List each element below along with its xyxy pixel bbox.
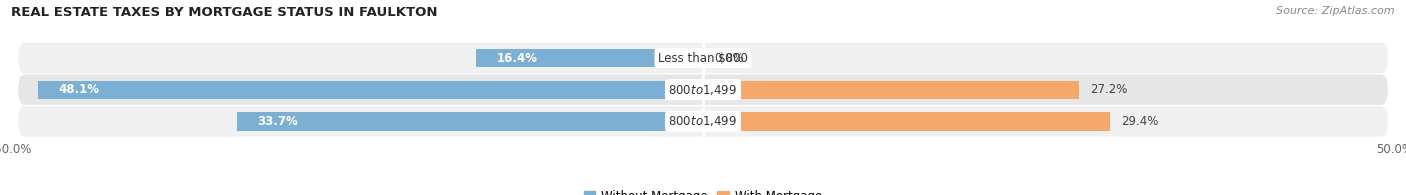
Bar bbox=[703, 81, 1080, 99]
FancyBboxPatch shape bbox=[18, 43, 1388, 73]
Text: 27.2%: 27.2% bbox=[1091, 83, 1128, 96]
Text: REAL ESTATE TAXES BY MORTGAGE STATUS IN FAULKTON: REAL ESTATE TAXES BY MORTGAGE STATUS IN … bbox=[11, 6, 437, 19]
Text: Less than $800: Less than $800 bbox=[658, 51, 748, 65]
Text: $800 to $1,499: $800 to $1,499 bbox=[668, 83, 738, 97]
Bar bbox=[236, 112, 703, 131]
Text: 0.0%: 0.0% bbox=[714, 51, 744, 65]
FancyBboxPatch shape bbox=[18, 106, 1388, 136]
Text: 48.1%: 48.1% bbox=[58, 83, 100, 96]
Text: $800 to $1,499: $800 to $1,499 bbox=[668, 114, 738, 128]
Text: 16.4%: 16.4% bbox=[496, 51, 538, 65]
Bar bbox=[38, 81, 703, 99]
FancyBboxPatch shape bbox=[18, 74, 1388, 105]
Text: 33.7%: 33.7% bbox=[257, 115, 298, 128]
Bar bbox=[477, 49, 703, 67]
Text: 29.4%: 29.4% bbox=[1121, 115, 1159, 128]
Bar bbox=[703, 112, 1109, 131]
Legend: Without Mortgage, With Mortgage: Without Mortgage, With Mortgage bbox=[579, 185, 827, 195]
Text: Source: ZipAtlas.com: Source: ZipAtlas.com bbox=[1277, 6, 1395, 16]
